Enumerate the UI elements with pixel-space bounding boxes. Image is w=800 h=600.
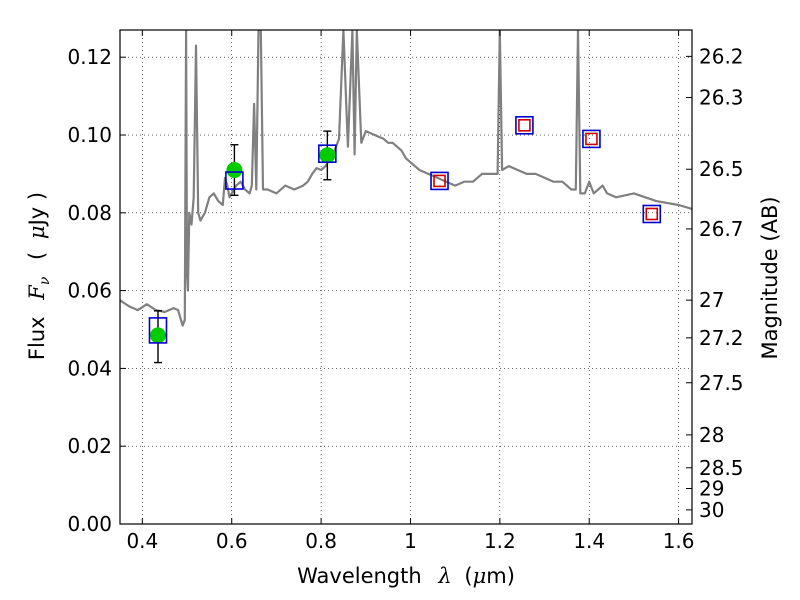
y2-tick-label: 30 (699, 498, 724, 522)
y2-tick-label: 26.2 (699, 44, 744, 68)
x-axis-label-unit-open: ( (464, 564, 472, 588)
x-tick-label: 1.6 (663, 529, 695, 553)
ticks: 0.4 0.6 0.8 1 1.2 1.4 1.6 0.00 0.02 0.04 0.06 0.08 0… (67, 30, 744, 553)
y2-tick-label: 26.5 (699, 157, 744, 181)
y2-tick-label: 29 (699, 477, 724, 501)
model-square (430, 171, 449, 191)
model-square (582, 129, 601, 149)
y2-tick-label: 27.2 (699, 326, 744, 350)
model-square (515, 115, 534, 135)
x-tick-label: 1 (404, 529, 417, 553)
y-tick-label: 0.10 (67, 123, 112, 147)
model-square (642, 204, 662, 224)
y-tick-label: 0.02 (67, 434, 112, 458)
model-square (318, 144, 337, 163)
y2-tick-label: 28.5 (699, 456, 744, 480)
y-axis-label-unit-mu: μ (25, 225, 49, 239)
model-square (148, 317, 168, 344)
y-tick-label: 0.08 (67, 201, 112, 225)
predicted-square (645, 207, 659, 221)
x-tick-label: 1.2 (484, 529, 516, 553)
x-axis-label: Wavelength λ (μm) (297, 564, 515, 588)
y2-tick-label: 27.5 (699, 371, 744, 395)
y2-axis-label: Magnitude (AB) (758, 196, 782, 359)
y-axis-label-symbol: F (25, 284, 49, 301)
spectrum-line (120, 30, 692, 327)
y-axis-label: Flux Fν ( μJy ) (25, 192, 54, 360)
x-tick-label: 1.4 (573, 529, 605, 553)
y-tick-label: 0.00 (67, 512, 112, 536)
y-axis-label-unit-rest: Jy ) (25, 192, 49, 228)
y2-tick-label: 28 (699, 423, 724, 447)
x-tick-label: 0.4 (126, 529, 158, 553)
x-axis-label-unit-rest: m) (486, 564, 515, 588)
x-tick-label: 0.6 (216, 529, 248, 553)
y-axis-label-subscript: ν (37, 276, 53, 285)
predicted-square (433, 174, 446, 188)
observed-point (149, 327, 166, 344)
x-axis-label-symbol: λ (437, 564, 451, 588)
y2-tick-label: 26.7 (699, 217, 744, 241)
observed-point (319, 147, 336, 164)
plot-area (120, 30, 692, 364)
axes-frame (119, 29, 693, 525)
y-tick-label: 0.12 (67, 45, 112, 69)
y-axis-label-text: Flux (25, 316, 49, 360)
y-tick-label: 0.06 (67, 279, 112, 303)
model-square (225, 171, 244, 190)
x-axis-label-text: Wavelength (297, 564, 422, 588)
x-axis-label-unit-mu: μ (473, 564, 487, 588)
observed-point (226, 162, 243, 179)
y-axis-label-unit-open: ( (25, 252, 49, 260)
grid (120, 30, 692, 525)
predicted-square (518, 118, 531, 132)
y2-tick-label: 26.3 (699, 85, 744, 109)
y-tick-label: 0.04 (67, 356, 112, 380)
x-tick-label: 0.8 (305, 529, 337, 553)
y2-tick-label: 27 (699, 288, 724, 312)
predicted-square (585, 132, 598, 146)
